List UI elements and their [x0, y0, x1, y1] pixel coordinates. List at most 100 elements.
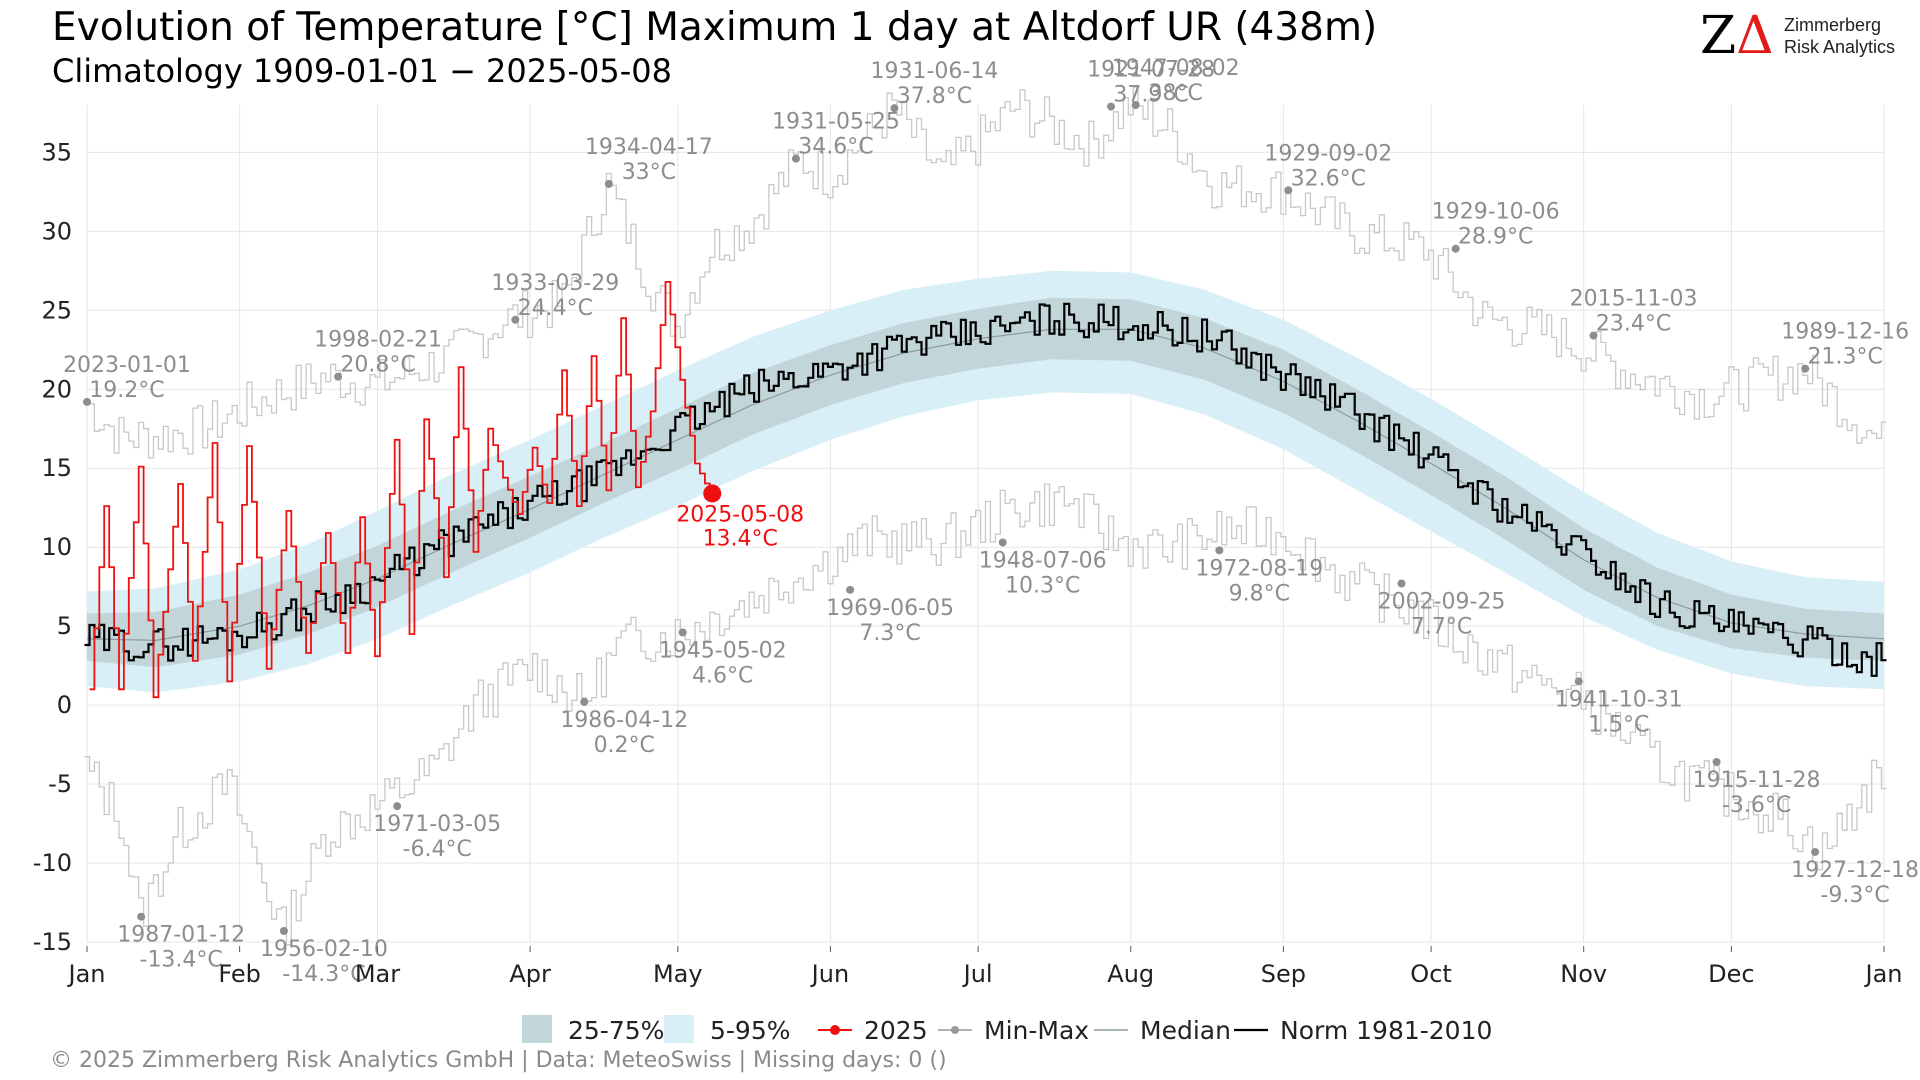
record-date-label: 1989-12-16: [1781, 320, 1909, 345]
series-min-record: [84, 483, 1887, 946]
current-date-label: 2025-05-08: [676, 502, 804, 527]
x-tick-label: Feb: [218, 960, 261, 988]
y-tick-label: 20: [41, 375, 72, 403]
record-value-label: -6.4°C: [403, 837, 472, 862]
y-tick-label: 25: [41, 296, 72, 324]
legend-label-median: Median: [1140, 1016, 1231, 1045]
y-tick-label: 15: [41, 454, 72, 482]
record-date-label: 1931-06-14: [870, 59, 998, 84]
chart-axes: -15 -10 -5 0 5 10 15 20 25 30 35 Jan Feb Mar Apr May Jun…: [33, 138, 1903, 988]
record-value-label: 32.6°C: [1291, 166, 1366, 191]
record-point: [334, 372, 343, 381]
y-tick-label: -15: [33, 928, 72, 956]
record-value-label: 4.6°C: [692, 663, 753, 688]
x-tick-label: Dec: [1708, 960, 1754, 988]
legend-marker-minmax: [951, 1026, 959, 1034]
record-point: [1397, 579, 1406, 588]
company-logo: ZΔ Zimmerberg Risk Analytics: [1700, 8, 1910, 64]
record-date-label: 1948-07-06: [979, 548, 1107, 573]
record-value-label: 20.8°C: [340, 353, 415, 378]
record-date-label: 1956-02-10: [260, 937, 388, 962]
chart-legend: 25-75% 5-95% 2025 Min-Max Median Norm 1981-20…: [522, 1015, 1492, 1045]
x-tick-label: Aug: [1107, 960, 1154, 988]
x-tick-label: Jun: [810, 960, 850, 988]
legend-label-5-95: 5-95%: [710, 1016, 791, 1045]
y-tick-label: 10: [41, 533, 72, 561]
footer-credits: © 2025 Zimmerberg Risk Analytics GmbH | …: [50, 1048, 947, 1073]
record-point: [393, 802, 402, 811]
legend-label-25-75: 25-75%: [568, 1016, 664, 1045]
record-date-label: 1947-08-02: [1112, 56, 1240, 81]
logo-mark: ZΔ: [1700, 6, 1774, 66]
record-point: [83, 397, 91, 406]
record-date-label: 1986-04-12: [560, 708, 688, 733]
x-tick-label: Jul: [962, 960, 993, 988]
record-point: [604, 179, 613, 188]
chart-points: [83, 101, 1820, 935]
record-point: [580, 697, 589, 706]
record-date-label: 1987-01-12: [117, 923, 245, 948]
x-tick-label: Apr: [509, 960, 551, 988]
record-date-label: 1927-12-18: [1791, 858, 1919, 883]
series-2025: [89, 281, 715, 699]
record-value-label: 34.6°C: [798, 135, 873, 160]
record-point: [1451, 244, 1460, 253]
record-point: [1712, 757, 1721, 766]
record-date-label: 1941-10-31: [1555, 687, 1683, 712]
record-date-label: 1931-05-25: [772, 110, 900, 135]
y-tick-label: 0: [57, 691, 72, 719]
record-value-label: 21.3°C: [1808, 345, 1883, 370]
record-value-label: 38°C: [1148, 81, 1202, 106]
record-point: [791, 154, 800, 163]
record-date-label: 1929-10-06: [1432, 200, 1560, 225]
record-point: [846, 585, 855, 594]
record-value-label: 37.8°C: [897, 84, 972, 109]
record-point: [1284, 186, 1293, 195]
x-tick-label: Jan: [1864, 960, 1903, 988]
record-point: [678, 628, 687, 637]
series-median: [86, 328, 1885, 642]
record-value-label: -3.6°C: [1722, 793, 1791, 818]
record-point: [1589, 331, 1598, 340]
x-tick-label: Mar: [355, 960, 400, 988]
record-value-label: -13.4°C: [140, 948, 223, 973]
record-value-label: 24.4°C: [518, 296, 593, 321]
record-value-label: 0.2°C: [594, 733, 655, 758]
legend-label-norm: Norm 1981-2010: [1280, 1016, 1492, 1045]
current-value-label: 13.4°C: [703, 526, 778, 551]
legend-marker-2025: [830, 1025, 840, 1035]
chart-title: Evolution of Temperature [°C] Maximum 1 …: [52, 5, 1378, 50]
chart-header: Evolution of Temperature [°C] Maximum 1 …: [52, 4, 1377, 90]
record-point: [1811, 847, 1820, 856]
logo-line-1: Zimmerberg: [1784, 15, 1882, 35]
record-date-label: 1945-05-02: [659, 638, 787, 663]
record-date-label: 1971-03-05: [373, 812, 501, 837]
record-date-label: 2015-11-03: [1570, 287, 1698, 312]
y-tick-label: 35: [41, 138, 72, 166]
record-value-label: 33°C: [622, 160, 676, 185]
record-point: [511, 315, 520, 324]
logo-text: Zimmerberg Risk Analytics: [1784, 14, 1895, 58]
y-tick-label: -5: [48, 770, 72, 798]
chart-subtitle: Climatology 1909-01-01 − 2025-05-08: [52, 52, 673, 90]
record-date-label: 2002-09-25: [1378, 590, 1506, 615]
record-date-label: 1934-04-17: [585, 135, 713, 160]
y-tick-label: -10: [33, 849, 72, 877]
record-point: [1801, 364, 1810, 373]
y-tick-label: 5: [57, 612, 72, 640]
record-value-label: -9.3°C: [1820, 883, 1889, 908]
record-value-label: -14.3°C: [282, 962, 365, 987]
x-tick-label: May: [653, 960, 703, 988]
record-point: [1574, 677, 1583, 686]
x-tick-label: Oct: [1410, 960, 1452, 988]
record-value-label: 1.5°C: [1588, 712, 1649, 737]
x-tick-label: Jan: [67, 960, 106, 988]
x-tick-label: Nov: [1560, 960, 1607, 988]
current-day-point: [703, 484, 722, 503]
record-value-label: 23.4°C: [1596, 312, 1671, 337]
record-point: [1215, 546, 1224, 555]
legend-label-minmax: Min-Max: [984, 1016, 1089, 1045]
legend-swatch-25-75: [522, 1015, 552, 1043]
record-point: [1131, 101, 1140, 109]
record-date-label: 1972-08-19: [1195, 556, 1323, 581]
